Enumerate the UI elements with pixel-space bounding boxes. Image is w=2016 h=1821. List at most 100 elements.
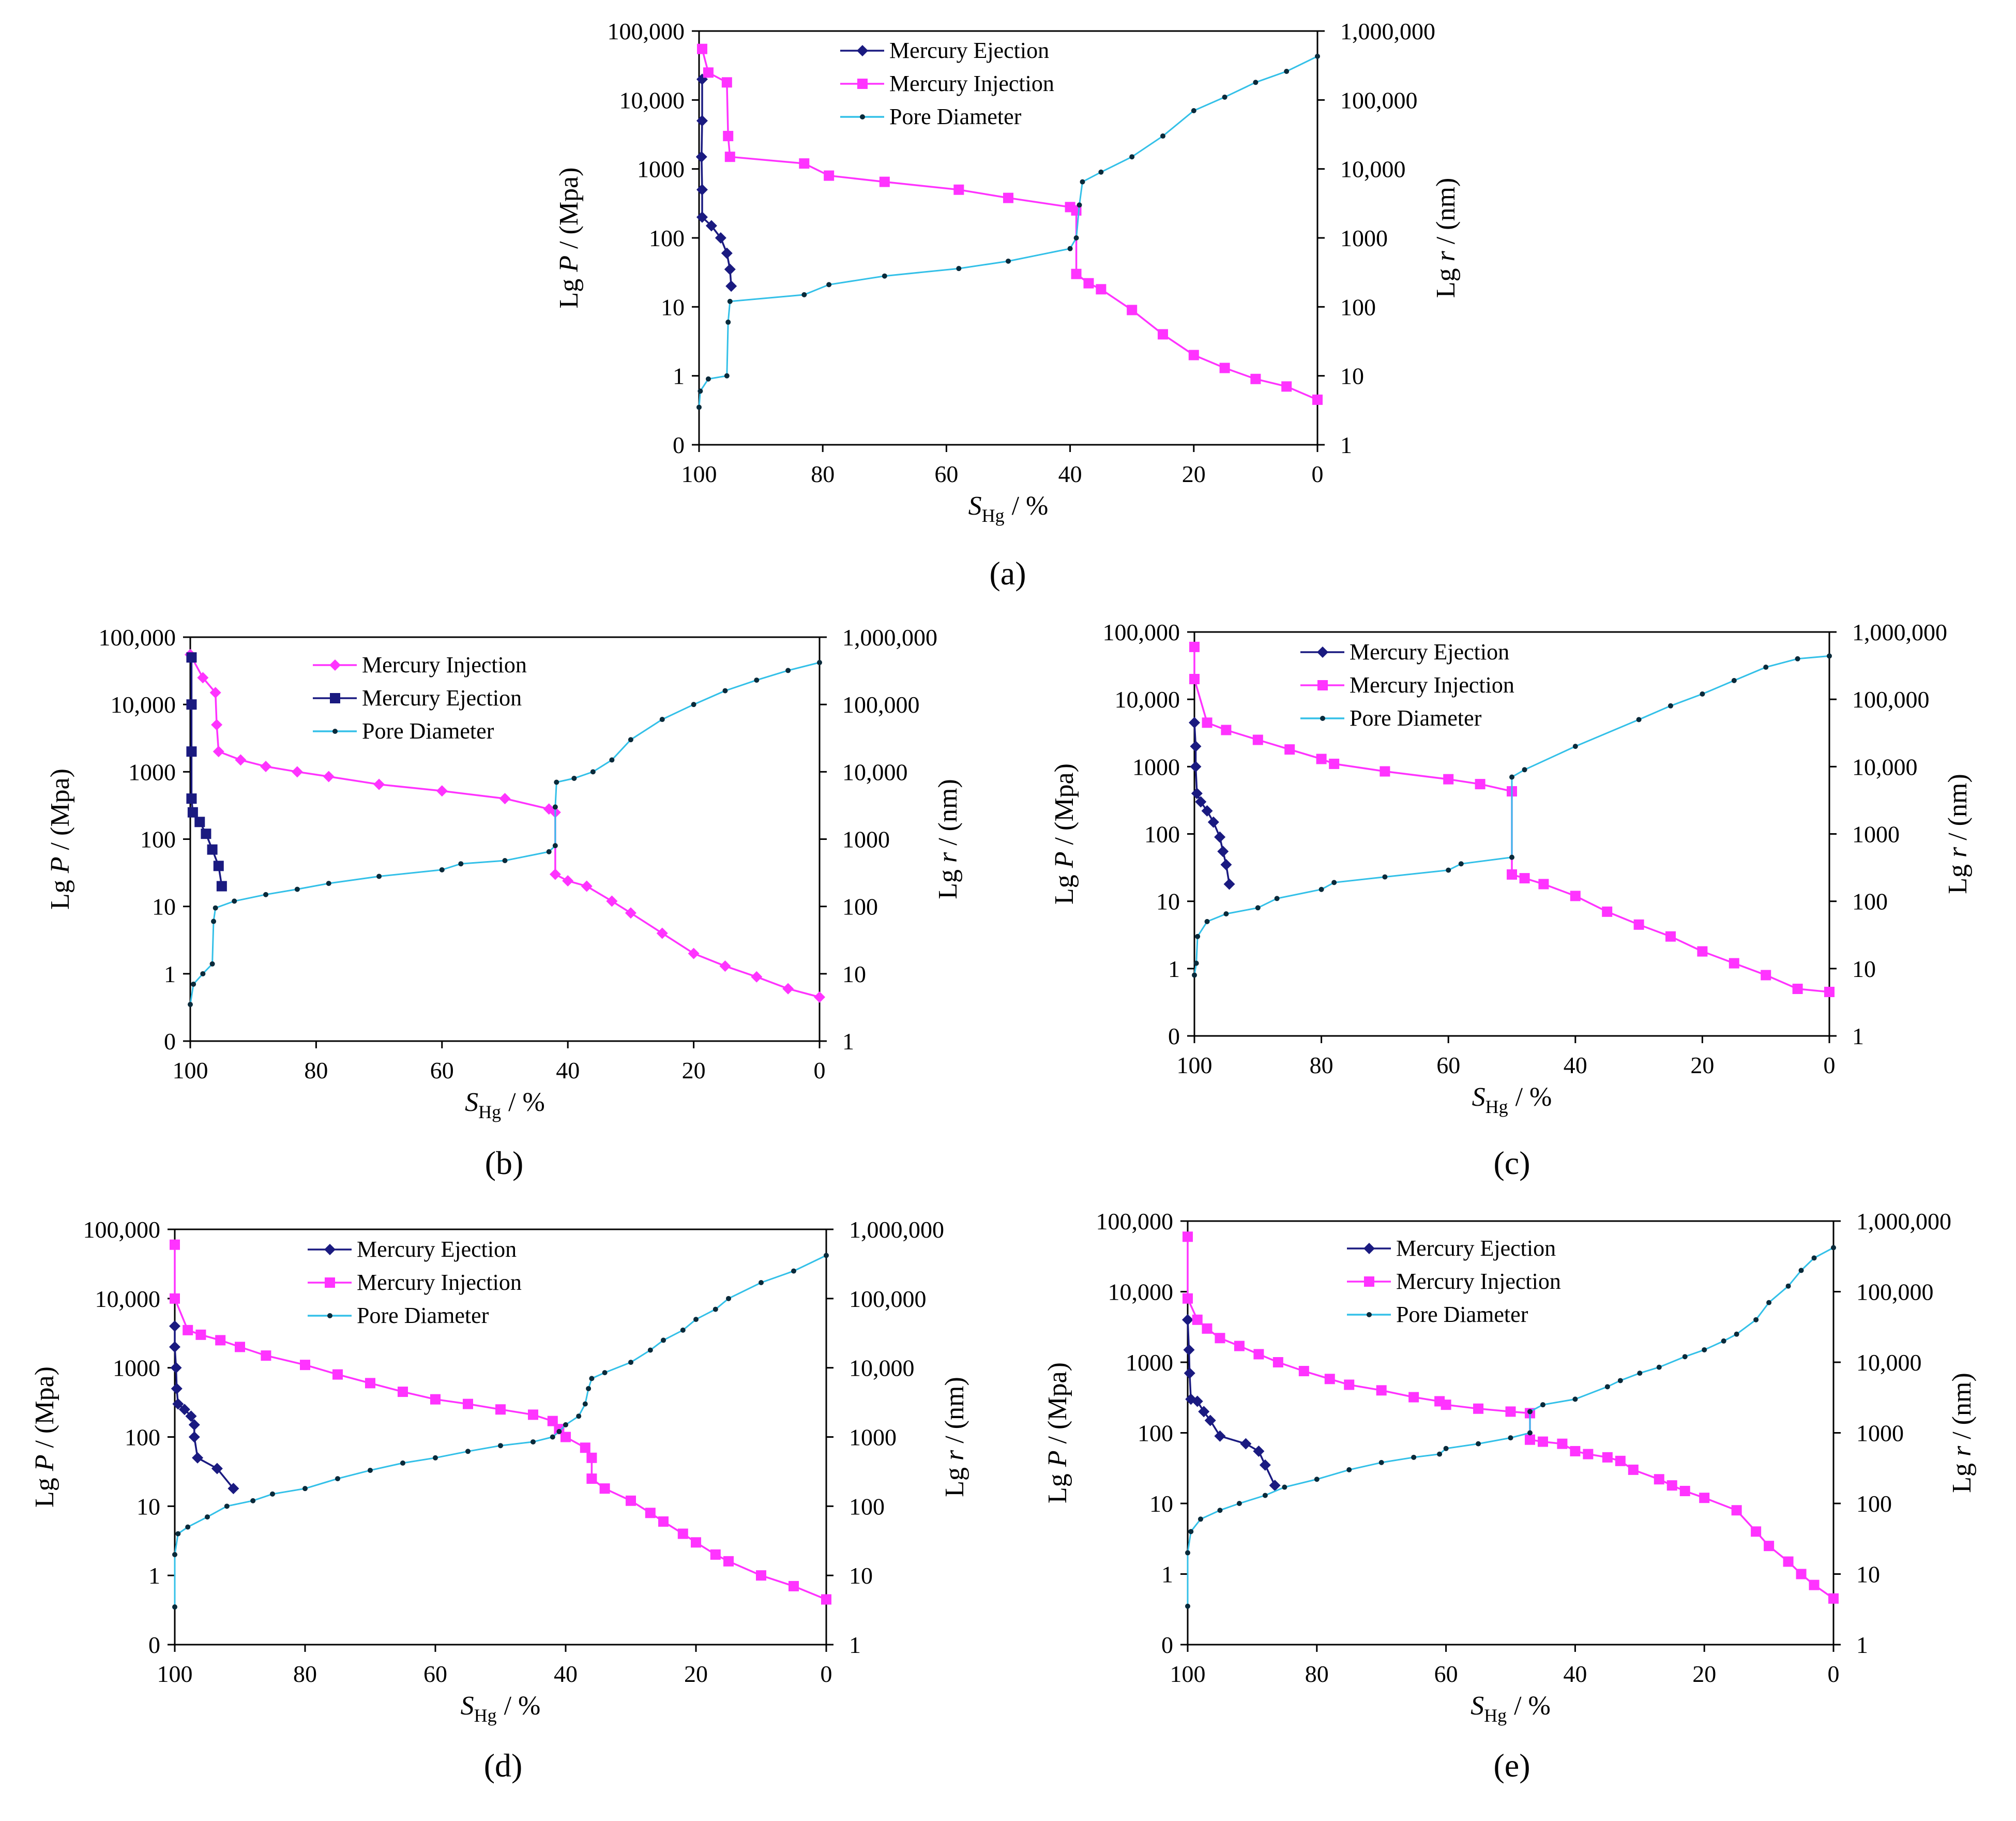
data-point-pore-diameter	[1222, 94, 1227, 100]
data-point-mercury-injection	[215, 1335, 226, 1346]
y-right-axis-label: Lg r / (nm)	[933, 779, 963, 899]
series-line-pore-diameter	[1193, 655, 1830, 975]
data-point-pore-diameter	[1077, 202, 1082, 208]
data-point-mercury-injection	[756, 1570, 766, 1581]
data-point-pore-diameter	[726, 1296, 731, 1301]
y-left-tick-label: 10	[137, 1493, 160, 1519]
data-point-mercury-injection	[1408, 1392, 1419, 1403]
data-point-pore-diameter	[270, 1491, 275, 1497]
data-point-mercury-ejection	[201, 829, 211, 839]
series-mercury-injection	[170, 1239, 831, 1605]
series-pore-diameter	[1192, 653, 1832, 978]
data-point-pore-diameter	[956, 266, 962, 272]
y-left-tick-label: 1000	[128, 759, 176, 785]
y-right-tick-label: 1,000,000	[1856, 1208, 1951, 1235]
y-right-tick-label: 1,000,000	[1852, 619, 1947, 645]
x-tick-label: 80	[1310, 1052, 1333, 1078]
data-point-mercury-ejection	[192, 1452, 204, 1464]
panel-label: (b)	[485, 1145, 524, 1181]
data-point-pore-diameter	[680, 1327, 686, 1333]
data-point-mercury-injection	[260, 761, 272, 773]
data-point-pore-diameter	[1253, 80, 1259, 85]
data-point-mercury-injection	[1570, 891, 1581, 901]
data-point-mercury-injection	[586, 1473, 597, 1484]
data-point-mercury-injection	[1699, 1493, 1710, 1503]
y-left-tick-label: 0	[1161, 1632, 1173, 1658]
panel-label: (d)	[484, 1747, 523, 1784]
series-mercury-ejection	[186, 652, 227, 892]
legend-marker	[324, 1244, 336, 1255]
data-point-pore-diameter	[1315, 53, 1320, 59]
x-tick-label: 40	[1058, 461, 1082, 487]
data-point-pore-diameter	[713, 1306, 718, 1312]
series-line-mercury-injection	[701, 49, 1318, 401]
data-point-pore-diameter	[1188, 1529, 1194, 1534]
series-mercury-ejection	[169, 1320, 239, 1495]
legend: Mercury Ejection Mercury Injection Pore Di…	[840, 38, 1054, 129]
data-point-pore-diameter	[1636, 717, 1642, 723]
data-point-mercury-injection	[782, 983, 794, 995]
legend-marker	[1364, 1276, 1374, 1287]
data-point-mercury-injection	[1751, 1526, 1762, 1537]
y-left-tick-label: 10	[1149, 1491, 1173, 1517]
y-left-tick-label: 10,000	[95, 1286, 161, 1312]
y-left-tick-label: 100	[1144, 821, 1180, 848]
data-point-pore-diameter	[554, 779, 559, 785]
data-point-pore-diameter	[1195, 934, 1201, 939]
data-point-mercury-injection	[581, 880, 593, 892]
y-left-tick-label: 0	[673, 432, 685, 458]
data-point-mercury-injection	[688, 947, 700, 959]
data-point-mercury-ejection	[1217, 846, 1229, 857]
data-point-pore-diameter	[589, 1376, 595, 1381]
data-point-pore-diameter	[785, 668, 791, 673]
data-point-pore-diameter	[571, 775, 577, 781]
data-point-pore-diameter	[1572, 1396, 1578, 1402]
panel-b: 100 80 60 40 20 00110100100010,000100,0001101…	[46, 624, 963, 1181]
data-point-mercury-injection	[656, 927, 668, 939]
data-point-pore-diameter	[1073, 235, 1079, 240]
series-pore-diameter	[188, 660, 822, 1007]
y-right-tick-label: 100	[842, 894, 878, 920]
legend: Mercury Ejection Mercury Injection Pore Di…	[1300, 639, 1514, 731]
data-point-pore-diameter	[1637, 1371, 1643, 1376]
y-right-tick-label: 10	[1340, 363, 1364, 389]
data-point-pore-diameter	[824, 1253, 829, 1258]
x-tick-label: 20	[682, 1057, 706, 1083]
data-point-pore-diameter	[294, 886, 300, 892]
data-point-mercury-injection	[398, 1387, 408, 1397]
x-tick-label: 60	[1436, 1052, 1460, 1078]
data-point-mercury-injection	[1824, 986, 1835, 997]
data-point-mercury-ejection	[188, 1431, 200, 1443]
data-point-pore-diameter	[1731, 678, 1737, 683]
data-point-mercury-ejection	[185, 1410, 197, 1422]
x-axis-label: SHg / %	[1472, 1082, 1552, 1117]
y-left-tick-label: 0	[1168, 1023, 1180, 1049]
y-right-tick-label: 1	[1856, 1632, 1868, 1658]
data-point-mercury-injection	[586, 1452, 597, 1463]
panel-c: 100 80 60 40 20 00110100100010,000100,0001101…	[1050, 619, 1973, 1181]
data-point-pore-diameter	[191, 981, 196, 987]
panel-e: 100 80 60 40 20 00110100100010,000100,0001101…	[1043, 1208, 1977, 1784]
data-point-pore-diameter	[250, 1498, 256, 1503]
series-line-pore-diameter	[189, 661, 820, 1005]
data-point-mercury-injection	[183, 1325, 193, 1335]
data-point-mercury-ejection	[207, 844, 218, 855]
y-left-tick-label: 1000	[1126, 1349, 1173, 1376]
data-point-mercury-ejection	[188, 1419, 200, 1431]
y-left-tick-label: 1	[673, 363, 685, 389]
data-point-mercury-injection	[789, 1581, 799, 1591]
y-right-tick-label: 10,000	[1340, 156, 1406, 183]
series-pore-diameter	[172, 1253, 829, 1610]
data-point-pore-diameter	[1378, 1459, 1384, 1465]
data-point-mercury-injection	[703, 67, 714, 78]
y-left-tick-label: 10,000	[1115, 686, 1180, 713]
y-left-tick-label: 1	[164, 961, 176, 987]
data-point-mercury-injection	[1602, 906, 1613, 917]
y-left-tick-label: 1	[148, 1562, 160, 1589]
y-left-axis-label: Lg P / (Mpa)	[1050, 763, 1079, 905]
data-point-pore-diameter	[1185, 1550, 1190, 1556]
legend-marker	[1317, 646, 1328, 658]
data-point-pore-diameter	[224, 1503, 230, 1509]
data-point-pore-diameter	[1527, 1409, 1533, 1414]
data-point-pore-diameter	[1734, 1331, 1739, 1337]
